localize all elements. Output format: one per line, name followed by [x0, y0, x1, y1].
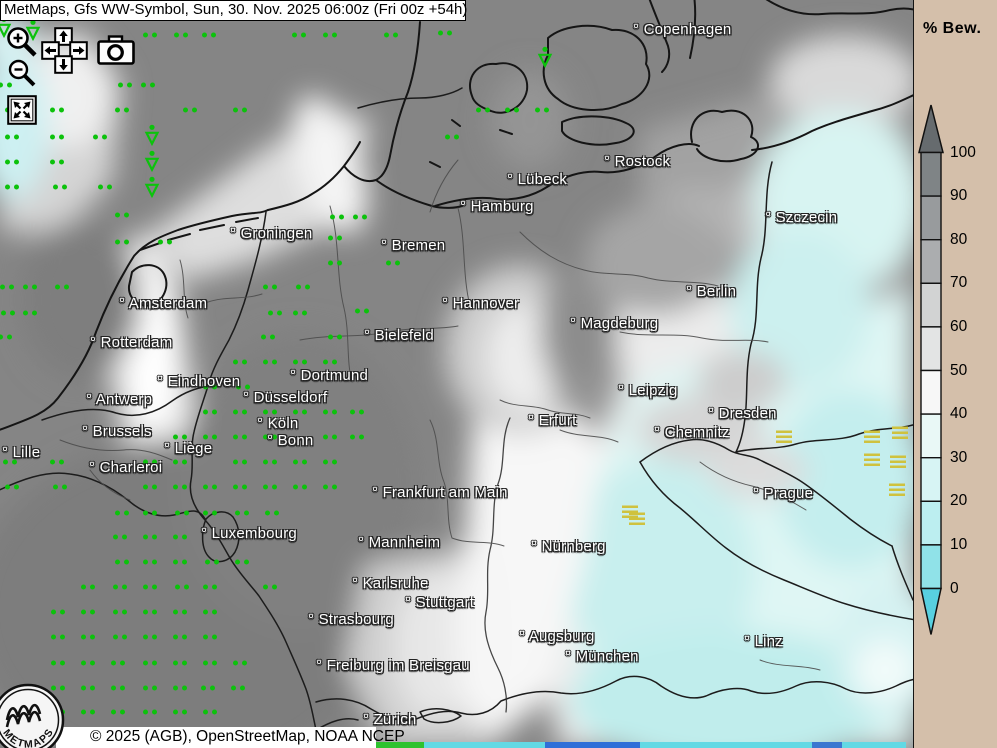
legend-tick-0: 0	[950, 580, 959, 598]
zoom-out-button[interactable]	[7, 58, 36, 87]
legend-tick-30: 30	[950, 449, 967, 467]
metmaps-logo: METMAPS	[0, 682, 66, 748]
legend-tick-70: 70	[950, 274, 967, 292]
metmaps-app: ° Copenhagen° Rostock° Lübeck° Hamburg° …	[0, 0, 997, 748]
weather-map[interactable]	[0, 0, 913, 748]
fullscreen-button[interactable]	[7, 95, 37, 125]
pan-down-button[interactable]	[54, 55, 73, 74]
snapshot-button[interactable]	[97, 35, 135, 65]
legend-tick-20: 20	[950, 492, 967, 510]
title-bar: MetMaps, Gfs WW-Symbol, Sun, 30. Nov. 20…	[0, 0, 466, 21]
legend-heading: % Bew.	[923, 20, 981, 38]
zoom-in-button[interactable]	[5, 25, 38, 58]
legend-tick-60: 60	[950, 318, 967, 336]
legend-tick-90: 90	[950, 187, 967, 205]
legend-tick-100: 100	[950, 144, 976, 162]
legend-tick-80: 80	[950, 231, 967, 249]
attribution-text: © 2025 (AGB), OpenStreetMap, NOAA NCEP	[56, 727, 376, 748]
terrain-strip	[366, 742, 906, 748]
legend-tick-50: 50	[950, 362, 967, 380]
legend-panel: % Bew. 1009080706050403020100	[913, 0, 997, 748]
legend-tick-40: 40	[950, 405, 967, 423]
legend-tick-10: 10	[950, 536, 967, 554]
